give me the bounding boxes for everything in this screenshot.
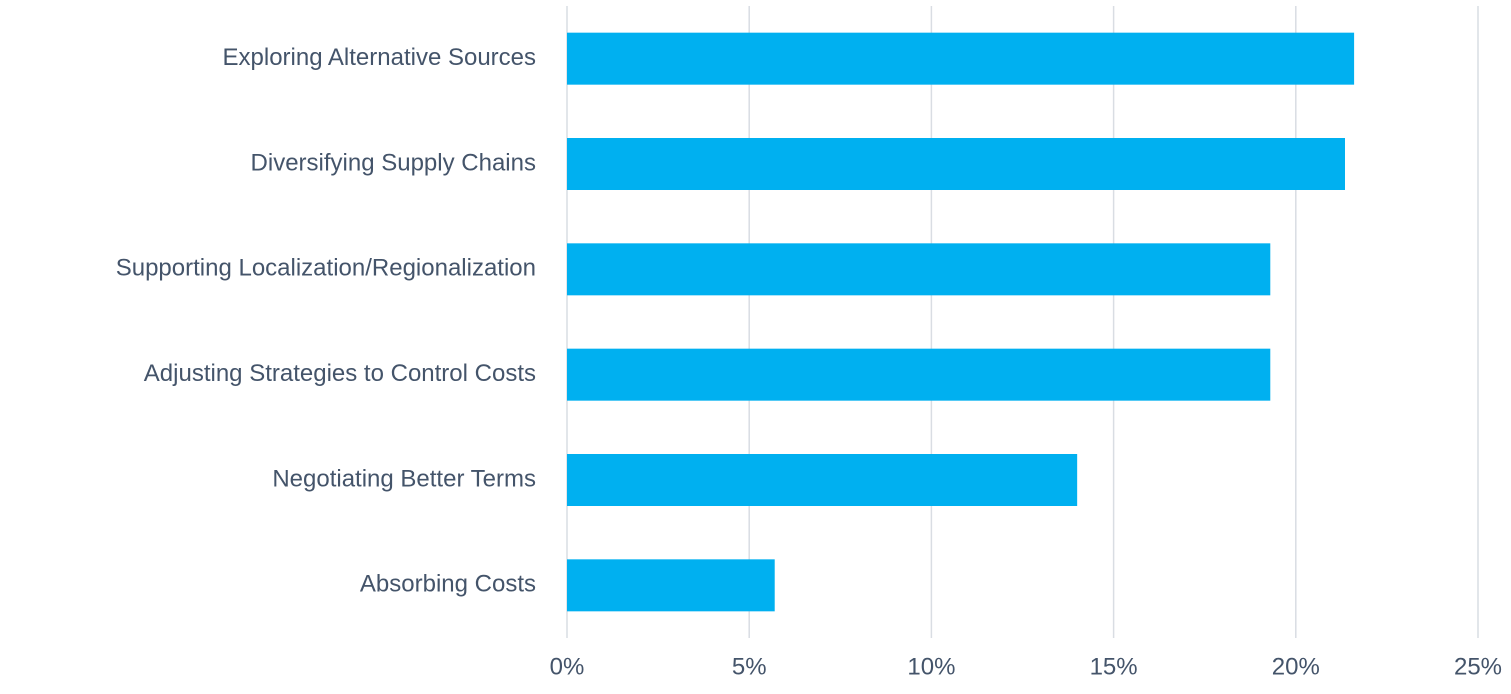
bar [567,559,775,612]
x-tick-label: 5% [732,653,767,680]
y-tick-label: Negotiating Better Terms [272,465,536,492]
x-tick-label: 25% [1454,653,1502,680]
y-tick-label: Supporting Localization/Regionalization [116,255,536,282]
x-tick-label: 10% [907,653,955,680]
bar [567,243,1271,296]
y-tick-label: Diversifying Supply Chains [251,149,536,176]
bar [567,138,1345,190]
bar [567,32,1355,85]
x-tick-label: 20% [1272,653,1320,680]
y-tick-label: Adjusting Strategies to Control Costs [144,360,536,387]
y-tick-label: Absorbing Costs [360,571,536,598]
x-tick-label: 15% [1090,653,1138,680]
bar [567,348,1271,401]
y-tick-label: Exploring Alternative Sources [223,44,537,71]
x-tick-label: 0% [550,653,585,680]
bar [567,454,1078,506]
